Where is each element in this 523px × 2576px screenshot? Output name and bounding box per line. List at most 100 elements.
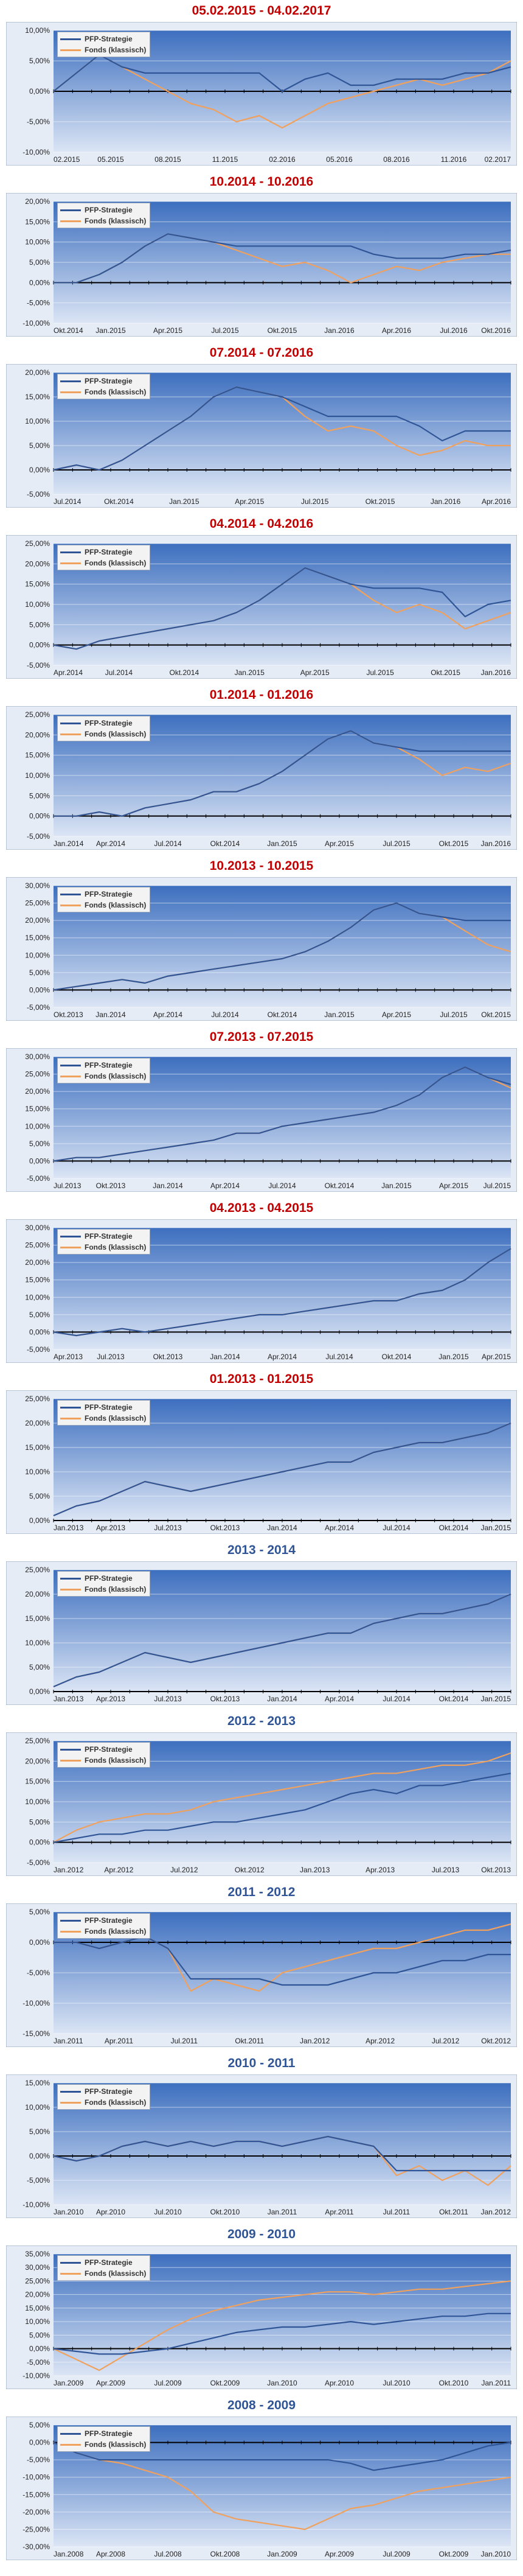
- legend-swatch: [60, 904, 81, 906]
- legend-label: PFP-Strategie: [85, 1745, 133, 1754]
- y-tick-label: 0,00%: [29, 1516, 50, 1525]
- y-tick-label: 5,00%: [29, 441, 50, 450]
- legend-swatch: [60, 38, 81, 40]
- legend-label: PFP-Strategie: [85, 1232, 133, 1241]
- chart-title: 2012 - 2013: [227, 1714, 296, 1728]
- legend-item: Fonds (klassisch): [60, 1755, 146, 1766]
- x-tick-label: Jul.2013: [154, 1695, 182, 1703]
- y-tick-label: 20,00%: [25, 730, 50, 739]
- x-tick-label: Okt.2015: [439, 839, 469, 848]
- legend-swatch: [60, 1930, 81, 1933]
- chart-legend: PFP-Strategie Fonds (klassisch): [57, 1229, 151, 1255]
- legend-swatch: [60, 1748, 81, 1751]
- x-tick-label: Jan.2011: [482, 2379, 511, 2387]
- chart-title: 10.2013 - 10.2015: [209, 859, 314, 873]
- legend-label: Fonds (klassisch): [85, 1414, 147, 1423]
- y-tick-label: 10,00%: [25, 417, 50, 425]
- chart-panel: 07.2014 - 07.2016 -5,00% 0,00% 5,00% 10,00% 1…: [0, 342, 523, 513]
- x-tick-label: Okt.2013: [153, 1353, 183, 1361]
- legend-item: Fonds (klassisch): [60, 1926, 146, 1937]
- y-tick-label: 10,00%: [25, 238, 50, 247]
- x-tick-label: Okt.2008: [210, 2550, 240, 2558]
- line-chart: -10,00% -5,00% 0,00% 5,00% 10,00% 15,00% 20,00…: [6, 2245, 517, 2389]
- series-line-pfp-strategie: [53, 2135, 511, 2172]
- chart-legend: PFP-Strategie Fonds (klassisch): [57, 1913, 151, 1939]
- x-tick-label: Apr.2011: [105, 2037, 133, 2045]
- y-tick-label: 25,00%: [25, 1566, 50, 1574]
- legend-label: Fonds (klassisch): [85, 2269, 147, 2278]
- y-tick-label: 5,00%: [29, 57, 50, 65]
- legend-swatch: [60, 391, 81, 393]
- chart-panel: 01.2014 - 01.2016 -5,00% 0,00% 5,00% 10,00% 1…: [0, 684, 523, 855]
- y-tick-label: -5,00%: [27, 299, 50, 307]
- y-tick-label: 15,00%: [25, 393, 50, 401]
- x-tick-label: Okt.2013: [210, 1524, 240, 1532]
- legend-item: PFP-Strategie: [60, 1573, 146, 1584]
- x-tick-label: Apr.2016: [482, 497, 511, 506]
- x-tick-label: Okt.2015: [365, 497, 395, 506]
- legend-label: PFP-Strategie: [85, 2258, 133, 2267]
- x-tick-label: Okt.2014: [382, 1353, 412, 1361]
- y-tick-label: 5,00%: [29, 1818, 50, 1826]
- series-line-pfp-strategie: [53, 2441, 511, 2471]
- y-tick-label: 30,00%: [25, 881, 50, 890]
- legend-label: Fonds (klassisch): [85, 2440, 147, 2449]
- y-tick-label: -5,00%: [27, 2358, 50, 2367]
- series-line-pfp-strategie: [53, 54, 511, 93]
- chart-panel: 05.02.2015 - 04.02.2017 -10,00% -5,00% 0,00…: [0, 0, 523, 171]
- y-tick-label: 10,00%: [25, 1122, 50, 1130]
- series-line-fonds-klassisch: [53, 2441, 511, 2530]
- chart-panel: 04.2013 - 04.2015 -5,00% 0,00% 5,00% 10,00% 1…: [0, 1197, 523, 1368]
- y-tick-label: 20,00%: [25, 197, 50, 206]
- x-tick-label: Apr.2014: [325, 1524, 354, 1532]
- x-tick-label: Jan.2014: [153, 1181, 183, 1190]
- x-tick-label: 11.2015: [212, 155, 238, 164]
- legend-swatch: [60, 1417, 81, 1419]
- legend-swatch: [60, 1406, 81, 1409]
- y-tick-label: 10,00%: [25, 1639, 50, 1647]
- legend-item: PFP-Strategie: [60, 33, 146, 44]
- y-tick-label: 10,00%: [25, 1293, 50, 1301]
- y-tick-label: 0,00%: [29, 1328, 50, 1336]
- series-line-fonds-klassisch: [53, 2280, 511, 2371]
- y-tick-label: -30,00%: [23, 2543, 50, 2551]
- chart-legend: PFP-Strategie Fonds (klassisch): [57, 545, 151, 570]
- x-tick-label: Jul.2010: [154, 2208, 182, 2216]
- x-tick-label: Apr.2010: [96, 2208, 125, 2216]
- y-tick-label: 15,00%: [25, 1276, 50, 1284]
- legend-swatch: [60, 1075, 81, 1077]
- legend-item: Fonds (klassisch): [60, 387, 146, 397]
- legend-label: Fonds (klassisch): [85, 2098, 147, 2107]
- y-tick-label: -10,00%: [23, 2473, 50, 2482]
- legend-label: Fonds (klassisch): [85, 388, 147, 396]
- legend-item: PFP-Strategie: [60, 718, 146, 729]
- y-tick-label: 10,00%: [25, 2103, 50, 2112]
- y-tick-label: 25,00%: [25, 710, 50, 719]
- x-tick-label: Jan.2015: [481, 1524, 511, 1532]
- series-line-pfp-strategie: [53, 1422, 511, 1517]
- y-tick-label: 0,00%: [29, 985, 50, 994]
- x-tick-label: Apr.2015: [482, 1353, 511, 1361]
- x-tick-label: Okt.2012: [481, 2037, 511, 2045]
- y-tick-label: 10,00%: [25, 1797, 50, 1806]
- y-tick-label: -5,00%: [27, 1174, 50, 1183]
- legend-item: PFP-Strategie: [60, 205, 146, 215]
- y-tick-label: 25,00%: [25, 2277, 50, 2285]
- x-tick-label: Jan.2014: [210, 1353, 240, 1361]
- legend-label: PFP-Strategie: [85, 377, 133, 385]
- chart-legend: PFP-Strategie Fonds (klassisch): [57, 32, 151, 57]
- legend-label: PFP-Strategie: [85, 2429, 133, 2438]
- chart-legend: PFP-Strategie Fonds (klassisch): [57, 887, 151, 912]
- chart-legend: PFP-Strategie Fonds (klassisch): [57, 1571, 151, 1597]
- series-line-pfp-strategie: [54, 233, 511, 284]
- legend-label: PFP-Strategie: [85, 719, 133, 727]
- x-tick-label: Jul.2008: [154, 2550, 182, 2558]
- y-tick-label: 20,00%: [25, 1419, 50, 1427]
- x-tick-label: Jul.2014: [54, 497, 81, 506]
- x-tick-label: Okt.2014: [104, 497, 134, 506]
- legend-swatch: [60, 562, 81, 564]
- legend-swatch: [60, 1246, 81, 1248]
- legend-item: PFP-Strategie: [60, 1402, 146, 1413]
- x-tick-label: Okt.2014: [439, 1695, 469, 1703]
- x-tick-label: Jul.2013: [54, 1181, 81, 1190]
